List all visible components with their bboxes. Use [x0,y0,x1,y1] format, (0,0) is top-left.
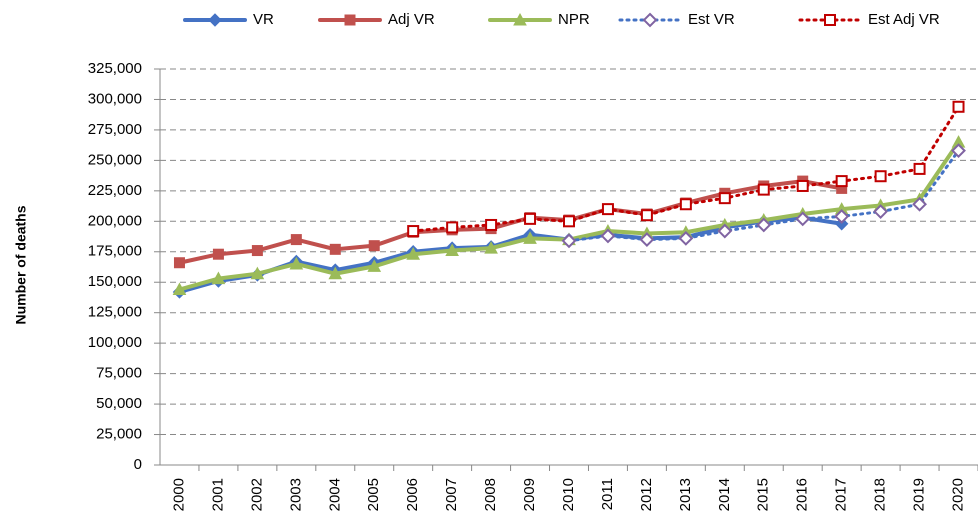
point [289,256,304,270]
point [368,240,380,252]
y-tick-label: 100,000 [88,334,142,351]
point [446,221,459,234]
y-tick-label: 25,000 [96,426,142,443]
y-tick-label: 75,000 [96,365,142,382]
x-tick-label: 2020 [949,478,966,511]
point [561,233,577,249]
point [796,179,809,192]
point [445,243,459,257]
y-tick-label: 275,000 [88,121,142,138]
x-tick-label: 2014 [716,478,733,511]
point [912,196,927,212]
legend-marker [344,14,356,26]
x-tick-label: 2009 [521,478,538,511]
x-tick-label: 2010 [560,478,577,511]
legend-marker [208,13,222,27]
point [795,211,811,227]
y-tick-label: 50,000 [96,395,142,412]
point [874,170,887,183]
x-tick-label: 2008 [482,478,499,511]
x-tick-label: 2004 [326,478,343,511]
point [485,218,498,231]
y-tick-label: 125,000 [88,304,142,321]
point [678,230,694,246]
x-tick-label: 2002 [248,478,265,511]
x-tick-label: 2017 [833,478,850,511]
y-tick-label: 200,000 [88,212,142,229]
point [328,266,343,280]
point [834,209,850,224]
y-tick-label: 300,000 [88,90,142,107]
y-axis-title: Number of deaths [13,205,29,324]
point [406,247,421,260]
point [952,100,965,113]
y-tick-label: 325,000 [88,60,142,77]
y-tick-label: 225,000 [88,182,142,199]
point [211,271,226,285]
point [835,175,848,188]
point [367,259,382,272]
y-tick-label: 250,000 [88,151,142,168]
point [640,209,653,222]
x-tick-label: 2016 [794,478,811,511]
series-line [411,105,961,233]
point [757,183,770,196]
point [600,228,616,244]
legend-label: VR [253,11,274,28]
point [251,245,263,257]
point [563,215,575,228]
y-tick-label: 175,000 [88,243,142,260]
point [212,248,224,260]
x-tick-label: 2018 [872,478,889,511]
point [523,231,537,244]
point [601,203,614,216]
x-tick-label: 2013 [677,478,694,511]
point [172,282,187,296]
point [407,225,420,238]
point [679,198,692,211]
x-tick-label: 2011 [599,478,616,510]
legend-label: Est VR [688,11,735,28]
point [250,266,265,280]
y-tick-label: 150,000 [88,273,142,290]
x-tick-label: 2005 [365,478,382,511]
x-tick-label: 2001 [209,478,226,511]
point [484,241,498,254]
x-tick-label: 2015 [755,478,772,511]
point [717,223,733,239]
y-tick-label: 0 [134,456,142,473]
point [290,234,302,246]
point [524,212,537,225]
legend-label: Est Adj VR [868,11,940,28]
legend-label: NPR [558,11,590,28]
x-tick-label: 2000 [170,478,187,511]
point [173,257,185,269]
point [718,192,731,205]
x-tick-label: 2006 [404,478,421,511]
legend-label: Adj VR [388,11,435,28]
point [639,232,655,247]
point [329,243,341,255]
point [756,217,772,233]
x-tick-label: 2012 [638,478,655,511]
x-tick-label: 2003 [287,478,304,511]
legend-marker [513,12,527,26]
x-tick-label: 2019 [911,478,928,511]
point [951,143,966,159]
legend-marker [642,12,658,28]
legend-marker [824,14,836,26]
x-tick-label: 2007 [443,478,460,511]
point [913,162,926,175]
point [873,204,889,219]
